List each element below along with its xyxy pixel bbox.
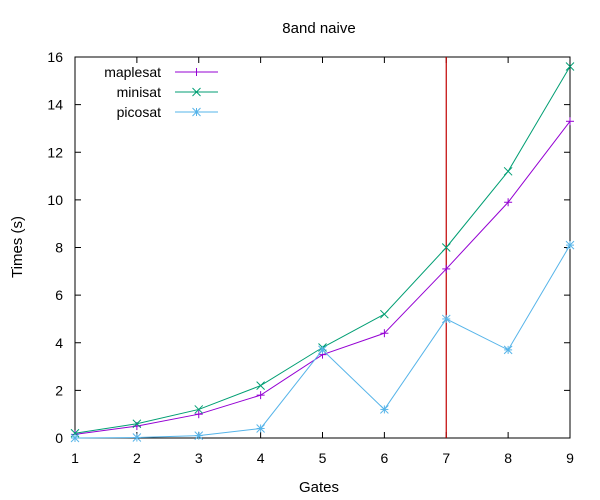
data-point-maplesat	[566, 117, 574, 126]
legend-marker-maplesat	[192, 68, 201, 76]
y-tick-label: 14	[47, 97, 63, 113]
data-point-maplesat	[504, 198, 513, 207]
chart-title: 8and naive	[282, 20, 355, 37]
x-tick-label: 7	[442, 450, 450, 466]
data-point-maplesat	[194, 410, 203, 419]
data-point-minisat	[194, 405, 204, 414]
data-point-minisat	[256, 381, 265, 390]
legend: maplesat minisat picosat	[104, 64, 218, 120]
data-point-picosat	[318, 345, 327, 355]
legend-label-minisat: minisat	[117, 84, 161, 100]
y-tick-label: 8	[55, 240, 63, 256]
y-tick-label: 2	[55, 382, 63, 398]
y-tick-label: 12	[47, 144, 63, 160]
x-tick-label: 2	[133, 450, 141, 466]
series-line-maplesat	[74, 120, 571, 435]
x-tick-label: 6	[380, 450, 388, 466]
data-point-picosat	[441, 314, 451, 324]
data-point-maplesat	[442, 264, 451, 273]
y-tick-label: 0	[55, 430, 63, 446]
data-point-picosat	[256, 424, 265, 433]
legend-label-maplesat: maplesat	[104, 64, 161, 80]
series-line-picosat	[74, 244, 571, 439]
data-point-picosat	[194, 431, 204, 440]
legend-label-picosat: picosat	[117, 104, 161, 120]
data-point-minisat	[380, 309, 389, 319]
data-point-maplesat	[380, 329, 389, 338]
x-axis-label: Gates	[299, 479, 339, 496]
x-tick-label: 8	[504, 450, 512, 466]
legend-marker-picosat	[192, 107, 201, 117]
x-tick-label: 4	[257, 450, 265, 466]
data-point-minisat	[503, 166, 513, 176]
data-point-picosat	[70, 433, 80, 443]
y-axis-label: Times (s)	[9, 216, 26, 278]
x-tick-label: 9	[566, 450, 574, 466]
data-point-picosat	[503, 345, 513, 355]
y-tick-label: 4	[55, 335, 63, 351]
x-tick-label: 3	[195, 450, 203, 466]
series-line-minisat	[74, 66, 571, 434]
y-tick-label: 16	[47, 49, 63, 65]
data-point-picosat	[380, 405, 389, 414]
x-tick-label: 5	[319, 450, 327, 466]
x-tick-label: 1	[71, 450, 79, 466]
data-point-picosat	[132, 433, 142, 442]
data-point-minisat	[132, 419, 142, 429]
data-point-minisat	[441, 243, 451, 252]
data-point-maplesat	[256, 391, 265, 400]
data-point-picosat	[565, 240, 575, 250]
data-point-minisat	[565, 62, 575, 71]
y-tick-label: 10	[47, 192, 63, 208]
y-tick-label: 6	[55, 287, 63, 303]
legend-marker-minisat	[192, 87, 201, 97]
